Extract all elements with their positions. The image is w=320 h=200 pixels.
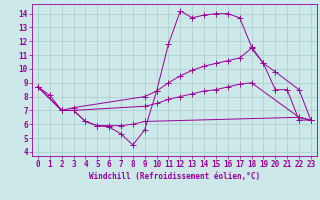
X-axis label: Windchill (Refroidissement éolien,°C): Windchill (Refroidissement éolien,°C) bbox=[89, 172, 260, 181]
